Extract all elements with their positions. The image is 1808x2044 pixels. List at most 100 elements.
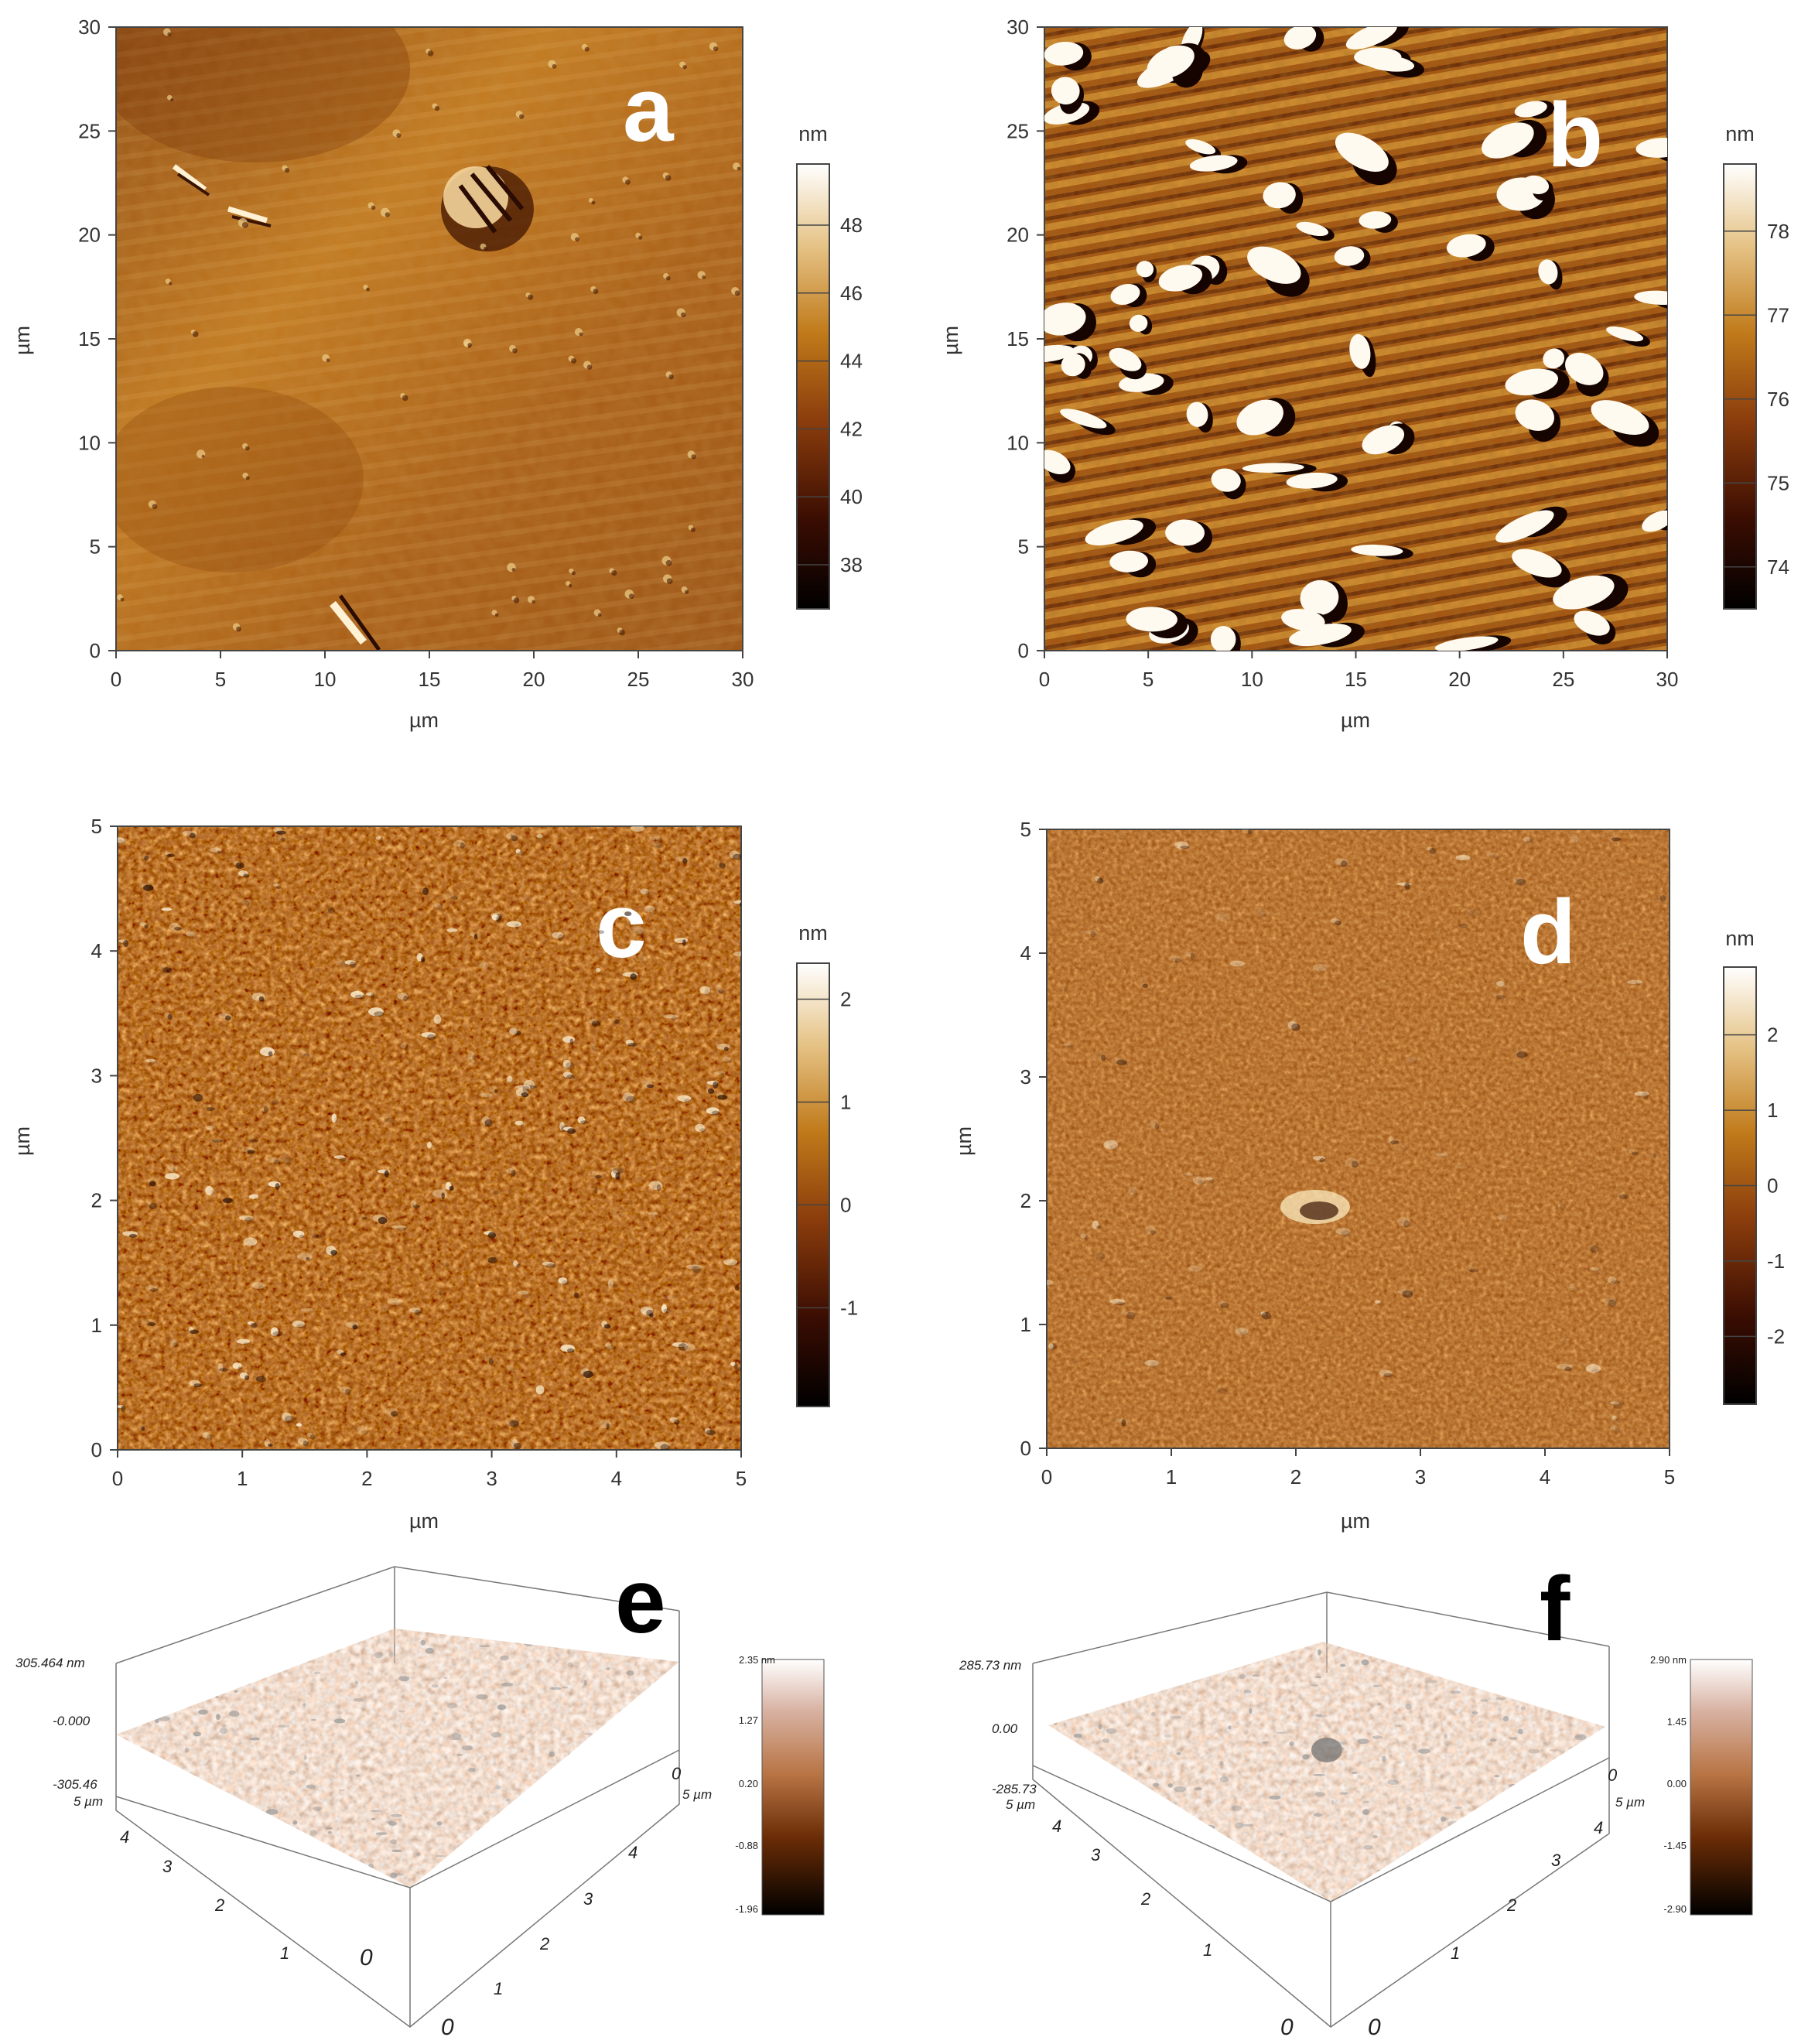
panel-f-scale-3: -1.45 [1663, 1840, 1687, 1851]
panel-e-scale-2: 0.20 [739, 1778, 758, 1789]
panel-e-right-tick-0: 0 [672, 1764, 682, 1783]
panel-d-colorbar-label: -2 [1767, 1324, 1785, 1348]
panel-f-z-bot: -285.73 [992, 1782, 1037, 1796]
panel-d-colorbar-label: 1 [1767, 1099, 1778, 1122]
features-layer [116, 27, 1667, 1900]
panel-c-y-tick-label: 2 [91, 1189, 102, 1212]
panel-e-3d-plot: 0 [115, 1566, 680, 2028]
panel-c-x-tick-label: 0 [112, 1467, 123, 1490]
panel-f-scale-0: 2.90 nm [1650, 1654, 1687, 1666]
panel-a-colorbar-label: 44 [840, 350, 863, 373]
panel-d-y-tick-label: 1 [1020, 1313, 1031, 1336]
panel-c-colorbar [796, 962, 830, 1407]
panel-d-y-tick-label: 3 [1020, 1065, 1031, 1089]
panel-f-z-mid: 0.00 [992, 1721, 1018, 1736]
panel-c-x-tick-label: 2 [361, 1467, 372, 1490]
panel-c-y-axis-label: µm [11, 1126, 34, 1156]
panel-b-colorbar-label: 77 [1767, 303, 1789, 326]
panel-f-left-tick-1: 1 [1203, 1940, 1212, 1960]
panel-f-axis-end-left: 5 µm [1006, 1797, 1035, 1812]
panel-a-x-axis-label: µm [409, 709, 439, 732]
panel-a-letter: a [623, 59, 675, 161]
panel-f-left-tick-4: 4 [1052, 1817, 1061, 1836]
axes-layer: 0 5 10 15 20 25 30051015202530µmµmnm3840424446… [11, 15, 1789, 1533]
panel-b-letter: b [1547, 84, 1603, 186]
panel-b-y-tick-label: 10 [1007, 431, 1029, 454]
panel-f-right-tick-2: 2 [1506, 1895, 1516, 1915]
panel-a-y-tick-label: 20 [78, 224, 101, 247]
panel-d-x-tick-label: 4 [1540, 1465, 1550, 1489]
panel-d-ridges [1047, 829, 1666, 1434]
panel-f-right-tick-1: 1 [1451, 1943, 1460, 1963]
panel-f-3d-plot [1032, 1591, 1610, 2028]
panel-a-colorbar-label: 42 [840, 417, 863, 440]
panel-f-letter: f [1540, 1558, 1570, 1660]
panel-a-colorbar-label: 40 [840, 485, 863, 508]
panel-e-right-tick-3: 3 [583, 1889, 593, 1909]
panel-d-colorbar-label: 0 [1767, 1174, 1778, 1198]
panel-d-colorbar-unit: nm [1725, 927, 1755, 950]
panel-b-colorbar-label: 76 [1767, 388, 1789, 411]
panel-f-right-tick-4: 4 [1594, 1818, 1603, 1837]
panel-a-y-tick-label: 10 [78, 431, 101, 454]
panel-b-x-tick-label: 20 [1448, 668, 1471, 691]
panel-c-colorbar-unit: nm [798, 921, 828, 945]
panel-a-x-tick-label: 30 [732, 668, 754, 691]
panel-c-colorbar-label: 2 [840, 988, 851, 1011]
panel-b-x-tick-label: 15 [1345, 668, 1367, 691]
panel-b-x-tick-label: 0 [1039, 668, 1050, 691]
panel-f-left-tick-origin: 0 [1280, 2015, 1294, 2040]
panel-c-frame [117, 825, 742, 1451]
panel-d-y-tick-label: 0 [1020, 1437, 1031, 1460]
panel-b-colorbar-label: 75 [1767, 471, 1789, 494]
panel-d-y-tick-label: 4 [1020, 942, 1031, 965]
panel-c-colorbar-label: 0 [840, 1193, 851, 1216]
panel-f-axis-end-right: 5 µm [1615, 1795, 1645, 1810]
panel-a-bumps [117, 28, 741, 636]
panel-c-y-tick-label: 0 [91, 1438, 102, 1461]
panel-d-colorbar-label: -1 [1767, 1249, 1785, 1273]
panel-b-particles [1044, 27, 1667, 651]
panel-d-y-tick-label: 5 [1020, 818, 1031, 841]
panel-c-colorbar-label: 1 [840, 1090, 851, 1113]
panel-d-x-tick-label: 2 [1290, 1465, 1301, 1489]
panel-b-x-tick-label: 5 [1143, 668, 1153, 691]
panel-e-right-tick-2: 2 [539, 1934, 549, 1953]
panel-e-scale-3: -0.88 [735, 1840, 758, 1851]
panel-c-y-tick-label: 3 [91, 1064, 102, 1087]
panel-a-x-tick-label: 25 [627, 668, 650, 691]
panel-b-colorbar-label: 74 [1767, 555, 1789, 579]
panel-c-x-tick-label: 4 [611, 1467, 622, 1490]
panel-b-y-tick-label: 30 [1007, 15, 1029, 39]
panel-b-colorbar-label: 78 [1767, 220, 1789, 243]
panel-f-left-tick-3: 3 [1091, 1845, 1101, 1865]
panel-b-x-tick-label: 30 [1656, 668, 1679, 691]
panel-a-image [116, 27, 743, 651]
panel-e-axis-end-a: 0 [360, 1945, 373, 1971]
panel-e-right-tick-4: 4 [628, 1843, 637, 1862]
panel-f-scale-1: 1.45 [1667, 1716, 1687, 1728]
panel-c-y-tick-label: 1 [91, 1314, 102, 1337]
panel-a-colorbar-label: 48 [840, 214, 863, 237]
panel-c-letter: c [596, 875, 647, 977]
panel-f-right-tick-3: 3 [1551, 1851, 1561, 1870]
panel-a-y-axis-label: µm [11, 326, 34, 355]
panel-d-y-tick-label: 2 [1020, 1189, 1031, 1212]
panel-f-right-tick-origin: 0 [1368, 2015, 1381, 2040]
panel-e-left-tick-4: 4 [120, 1827, 129, 1847]
panel-e-z-top: 305.464 nm [15, 1656, 85, 1670]
panel-b-colorbar-unit: nm [1725, 122, 1755, 145]
panel-d-x-tick-label: 5 [1664, 1465, 1675, 1489]
panel-d-image [1047, 829, 1670, 1448]
panel-d-x-tick-label: 3 [1415, 1465, 1426, 1489]
panel-b-y-tick-label: 5 [1018, 535, 1029, 559]
panel-e-colorbar [761, 1659, 825, 1916]
panel-a-colorbar-label: 46 [840, 282, 863, 305]
panel-d-x-tick-label: 1 [1166, 1465, 1177, 1489]
panel-a-y-tick-label: 30 [78, 15, 101, 39]
panel-c-x-axis-label: µm [409, 1509, 439, 1533]
panel-e-right-tick-1: 1 [494, 1979, 503, 1998]
panel-e-z-bot: -305.46 [53, 1777, 97, 1792]
panel-b-y-tick-label: 25 [1007, 119, 1029, 142]
